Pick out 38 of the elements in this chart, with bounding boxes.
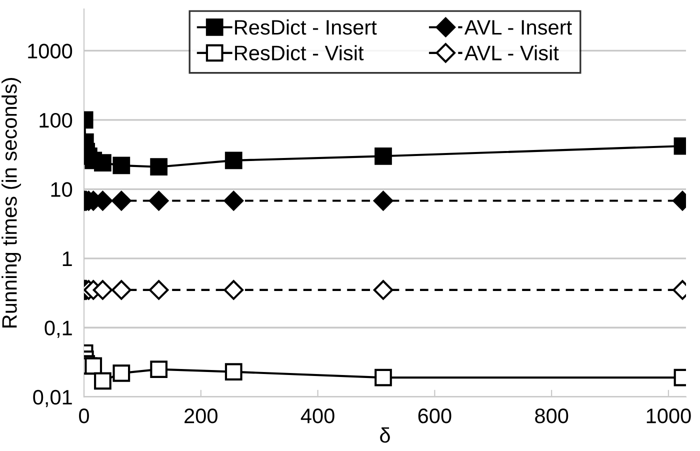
point [150, 158, 168, 176]
x-tick-label: 400 [300, 408, 334, 424]
point [112, 364, 130, 382]
x-axis-title: δ [380, 427, 390, 443]
point [112, 156, 130, 174]
point [374, 368, 392, 386]
y-tick-label: 1000 [28, 44, 72, 58]
y-tick-label: 1 [62, 252, 72, 266]
point [112, 280, 132, 300]
point [112, 190, 132, 211]
point [84, 357, 102, 375]
y-axis-title: Running times (in seconds) [2, 78, 21, 328]
point [374, 147, 392, 165]
y-tick-label: 0,1 [44, 320, 72, 338]
point [373, 190, 394, 211]
legend-label: AVL - Insert [464, 20, 572, 35]
legend-label: ResDict - Visit [235, 45, 364, 60]
legend-label: ResDict - Insert [235, 19, 377, 35]
y-tick-label: 10 [51, 182, 72, 197]
point [148, 190, 169, 211]
point [373, 280, 394, 300]
point [148, 280, 169, 300]
y-tick-label: 100 [40, 112, 72, 128]
x-tick-label: 1000 [646, 408, 691, 424]
point [92, 280, 113, 300]
point [224, 152, 242, 170]
x-tick-label: 600 [418, 408, 452, 424]
point [94, 154, 112, 172]
point [224, 190, 244, 211]
point [94, 372, 112, 390]
point [224, 280, 244, 300]
x-tick-label: 200 [184, 408, 218, 424]
x-tick-label: 0 [79, 408, 89, 424]
point [224, 363, 242, 381]
legend-label: AVL - Visit [464, 45, 559, 60]
y-tick-label: 0,01 [33, 390, 72, 408]
point [150, 360, 168, 378]
x-tick-label: 800 [535, 408, 568, 424]
